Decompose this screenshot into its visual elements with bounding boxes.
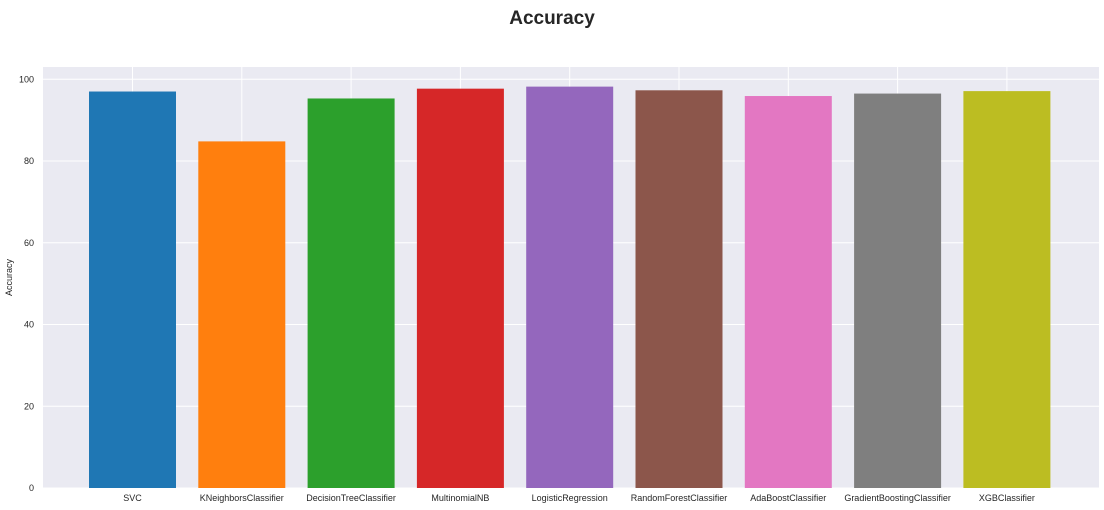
x-tick-label: DecisionTreeClassifier <box>306 493 396 503</box>
bar-multinomialnb <box>416 88 504 488</box>
y-tick-label: 60 <box>24 238 34 248</box>
x-tick-label: MultinomialNB <box>431 493 489 503</box>
bar-kneighborsclassifier <box>198 141 286 488</box>
bar-decisiontreeclassifier <box>307 98 395 489</box>
bar-randomforestclassifier <box>635 90 723 488</box>
bars <box>89 86 1051 489</box>
y-tick-label: 40 <box>24 320 34 330</box>
bar-xgbclassifier <box>963 91 1051 488</box>
chart-title: Accuracy <box>509 8 595 29</box>
x-tick-label: SVC <box>123 493 142 503</box>
x-tick-label: RandomForestClassifier <box>631 493 728 503</box>
y-tick-label: 80 <box>24 156 34 166</box>
y-tick-label: 100 <box>19 74 34 84</box>
x-tick-label: GradientBoostingClassifier <box>844 493 951 503</box>
x-tick-label: XGBClassifier <box>979 493 1035 503</box>
x-tick-label: LogisticRegression <box>532 493 608 503</box>
x-tick-labels: SVC KNeighborsClassifier DecisionTreeClass… <box>123 493 1035 503</box>
bar-gradientboostingclassifier <box>854 93 942 488</box>
y-axis-label: Accuracy <box>4 258 14 296</box>
bar-svc <box>89 91 176 489</box>
y-tick-label: 20 <box>24 401 34 411</box>
x-tick-label: KNeighborsClassifier <box>200 493 284 503</box>
y-tick-label: 0 <box>29 483 34 493</box>
x-tick-label: AdaBoostClassifier <box>750 493 826 503</box>
bar-logisticregression <box>526 86 614 488</box>
bar-adaboostclassifier <box>744 96 832 488</box>
y-tick-labels: 0 20 40 60 80 100 <box>19 74 34 493</box>
